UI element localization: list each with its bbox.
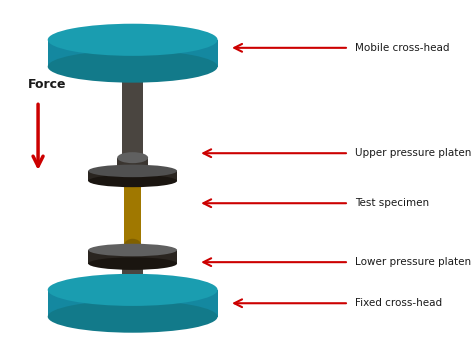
Text: Upper pressure platen: Upper pressure platen xyxy=(355,148,471,158)
Ellipse shape xyxy=(48,301,218,333)
Ellipse shape xyxy=(88,244,177,256)
Ellipse shape xyxy=(124,173,141,185)
Polygon shape xyxy=(88,250,177,264)
Polygon shape xyxy=(122,264,144,274)
Ellipse shape xyxy=(88,257,177,270)
Polygon shape xyxy=(122,67,144,180)
Polygon shape xyxy=(48,40,218,67)
Text: Mobile cross-head: Mobile cross-head xyxy=(355,43,449,53)
Text: Fixed cross-head: Fixed cross-head xyxy=(355,298,442,308)
Text: Lower pressure platen: Lower pressure platen xyxy=(355,257,471,267)
Ellipse shape xyxy=(124,239,141,252)
Text: Force: Force xyxy=(27,78,66,91)
Polygon shape xyxy=(88,171,177,181)
Ellipse shape xyxy=(88,175,177,187)
Text: Test specimen: Test specimen xyxy=(355,198,429,208)
Polygon shape xyxy=(124,179,141,245)
Polygon shape xyxy=(48,290,218,317)
Polygon shape xyxy=(117,158,148,171)
Ellipse shape xyxy=(48,50,218,83)
Ellipse shape xyxy=(48,274,218,306)
Ellipse shape xyxy=(117,152,148,163)
Ellipse shape xyxy=(48,24,218,56)
Ellipse shape xyxy=(88,165,177,177)
